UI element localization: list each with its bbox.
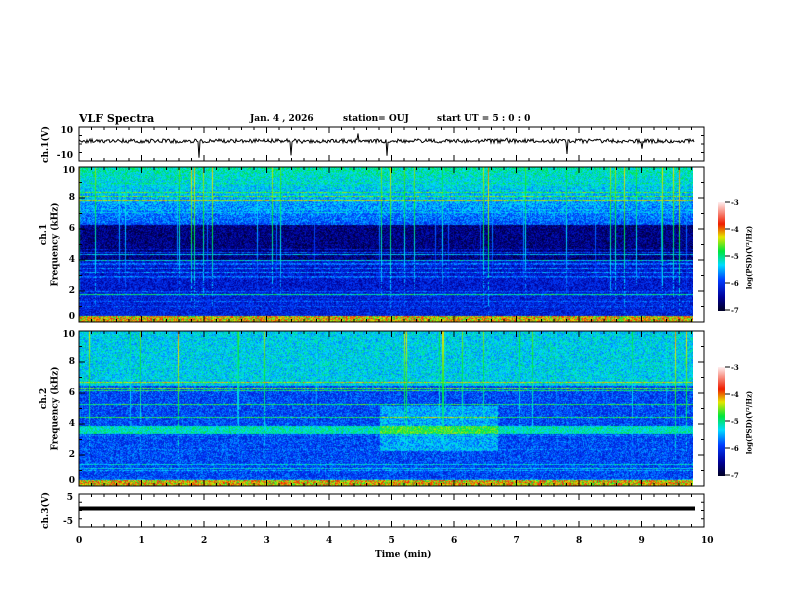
x-tick-label: 0: [76, 536, 83, 546]
colorbar-tick-label: -4: [731, 225, 739, 234]
date-label: Jan. 4 , 2026: [250, 114, 314, 124]
x-tick-label: 7: [513, 536, 520, 546]
x-tick-label: 3: [263, 536, 270, 546]
y-tick-label: 0: [68, 312, 75, 322]
x-tick-label: 8: [576, 536, 583, 546]
x-tick-label: 1: [138, 536, 145, 546]
panel-channel-label: ch.2: [38, 387, 49, 410]
x-tick-label: 4: [326, 536, 333, 546]
panel-channel-label: ch.1: [38, 223, 49, 246]
x-tick-label: 5: [388, 536, 395, 546]
y-tick-label: 10: [62, 166, 75, 176]
colorbar-tick-label: -5: [731, 252, 739, 261]
ch1-colorbar: [718, 202, 725, 311]
y-tick-label: 8: [68, 193, 75, 203]
colorbar-tick-label: -7: [731, 471, 739, 480]
colorbar-tick-label: -6: [731, 444, 739, 453]
panel-frame: [78, 166, 705, 323]
panel-frame: [78, 330, 705, 487]
ch1-waveform: [78, 133, 695, 158]
y-tick-label: 0: [68, 476, 75, 486]
y-tick-label: 6: [68, 224, 75, 234]
y-tick-label: 4: [68, 255, 75, 265]
y-tick-label: 8: [68, 357, 75, 367]
colorbar-tick-label: -3: [731, 198, 739, 207]
y-tick-label: 4: [68, 419, 75, 429]
y-axis-label: Frequency (kHz): [50, 202, 61, 287]
colorbar-tick-label: -7: [731, 306, 739, 315]
x-tick-label: 2: [201, 536, 208, 546]
colorbar-tick-label: -4: [731, 390, 739, 399]
y-axis-label: Frequency (kHz): [50, 366, 61, 451]
station-label: station= OUJ: [343, 114, 409, 124]
panel-channel-label: ch.3(V): [40, 492, 51, 529]
x-axis-label: Time (min): [375, 550, 432, 560]
ch1-spectrogram: [79, 167, 693, 322]
y-tick-label: -5: [63, 517, 73, 527]
start-time-label: start UT = 5 : 0 : 0: [437, 114, 531, 124]
x-tick-label: 9: [638, 536, 645, 546]
y-tick-label: 5: [66, 493, 73, 503]
y-tick-label: -10: [56, 151, 73, 161]
y-tick-label: 6: [68, 388, 75, 398]
x-tick-label: 10: [701, 536, 714, 546]
colorbar-label: log(PSD)(V²/Hz): [744, 225, 754, 289]
panel-channel-label: ch.1(V): [40, 125, 51, 163]
figure-title: VLF Spectra: [79, 112, 155, 125]
y-tick-label: 10: [62, 330, 75, 340]
colorbar-label: log(PSD)(V²/Hz): [744, 390, 754, 454]
y-tick-label: 2: [68, 450, 75, 460]
y-tick-label: 2: [68, 286, 75, 296]
y-tick-label: 10: [60, 126, 73, 136]
colorbar-tick-label: -6: [731, 279, 739, 288]
x-tick-label: 6: [451, 536, 458, 546]
ch2-spectrogram: [79, 331, 693, 486]
colorbar-tick-label: -5: [731, 417, 739, 426]
colorbar-tick-label: -3: [731, 363, 739, 372]
ch2-colorbar: [718, 367, 725, 476]
